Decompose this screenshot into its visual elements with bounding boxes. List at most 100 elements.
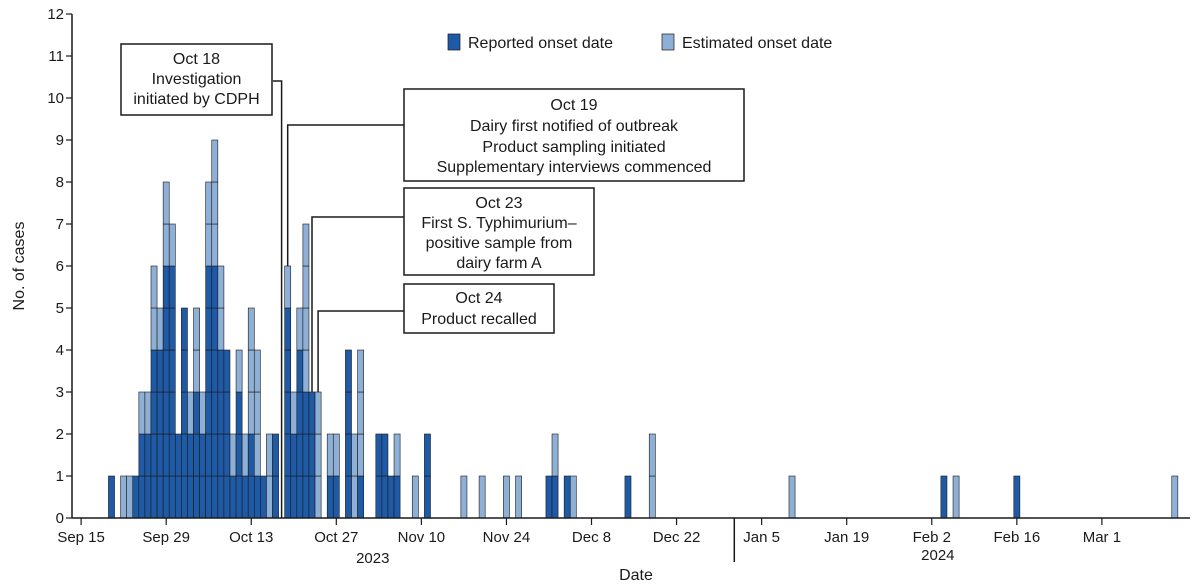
x-tick-label: Feb 2 <box>913 529 951 546</box>
bar-segment-reported <box>205 349 213 393</box>
annotation-oct24: Oct 24 Product recalled <box>317 283 555 392</box>
bar-segment-reported <box>235 433 243 477</box>
bar-day-2024-02-16 <box>1013 475 1021 519</box>
annotation-oct19-line-3: Product sampling initiated <box>482 139 665 156</box>
bar-segment-estimated <box>648 433 656 477</box>
bar-day-2023-11-20 <box>478 475 486 519</box>
bar-day-2023-09-29 <box>162 181 170 519</box>
bar-segment-estimated <box>211 223 219 267</box>
bar-segment-reported <box>217 433 225 477</box>
y-tick-label: 11 <box>48 48 64 65</box>
annotation-oct18-line-2: Investigation <box>152 71 242 88</box>
bar-day-2023-10-09 <box>223 349 231 519</box>
bar-segment-estimated <box>138 391 146 435</box>
bar-segment-reported <box>375 433 383 477</box>
bar-segment-reported <box>181 391 188 435</box>
bar-segment-reported <box>174 433 182 477</box>
bar-day-2023-10-21 <box>296 307 304 519</box>
x-tick-label: Mar 1 <box>1083 529 1121 546</box>
bar-segment-reported <box>1013 475 1021 519</box>
bar-segment-reported <box>156 433 164 477</box>
bar-segment-reported <box>108 475 115 519</box>
x-tick-label: Oct 27 <box>314 529 358 546</box>
bar-day-2023-10-15 <box>260 475 267 519</box>
bar-day-2023-11-11 <box>424 433 431 519</box>
y-axis-title: No. of cases <box>11 222 28 311</box>
y-tick-label: 12 <box>47 6 64 23</box>
legend-item-estimated: Estimated onset date <box>661 33 832 52</box>
bar-segment-estimated <box>302 307 310 351</box>
bar-day-2023-11-17 <box>460 475 468 519</box>
bar-segment-estimated <box>332 433 340 477</box>
bar-segment-reported <box>211 307 219 351</box>
bar-segment-reported <box>205 433 213 477</box>
bar-segment-reported <box>940 475 948 519</box>
bar-segment-reported <box>132 475 140 519</box>
bar-segment-estimated <box>411 475 419 519</box>
annotation-oct18-line-3: initiated by CDPH <box>133 91 259 108</box>
bar-segment-reported <box>387 475 395 519</box>
bar-segment-reported <box>393 475 401 519</box>
bar-segment-reported <box>284 433 292 477</box>
bar-day-2023-09-28 <box>156 307 164 519</box>
bar-day-2023-10-04 <box>193 307 200 519</box>
bar-segment-reported <box>272 475 279 519</box>
bar-segment-reported <box>217 349 225 393</box>
annotation-oct24-line-2: Product recalled <box>421 311 537 328</box>
x-tick-label: Sep 15 <box>57 529 105 546</box>
bar-segment-reported <box>187 475 194 519</box>
bar-day-2023-10-24 <box>314 391 322 519</box>
year-label-2024: 2024 <box>921 547 954 564</box>
bar-day-2023-11-04 <box>381 433 389 519</box>
bar-segment-reported <box>284 475 292 519</box>
bar-segment-estimated <box>247 349 255 393</box>
bar-day-2023-09-22 <box>120 475 127 519</box>
bar-segment-reported <box>290 475 298 519</box>
y-tick-label: 7 <box>56 216 64 233</box>
bar-segment-reported <box>624 475 632 519</box>
bar-segment-reported <box>144 475 152 519</box>
bar-day-2023-09-23 <box>126 475 134 519</box>
bar-day-2023-10-27 <box>332 433 340 519</box>
bar-segment-reported <box>150 391 158 435</box>
annotation-oct24-leader <box>317 310 404 392</box>
bar-segment-reported <box>217 475 225 519</box>
bar-segment-estimated <box>168 223 176 267</box>
annotations: Oct 18 Investigation initiated by CDPH O… <box>120 43 745 518</box>
annotation-oct18-leader <box>273 80 283 518</box>
bar-segment-estimated <box>478 475 486 519</box>
bar-segment-reported <box>284 307 292 351</box>
bar-segment-estimated <box>150 265 158 309</box>
bar-segment-reported <box>345 433 352 477</box>
bar-day-2023-10-14 <box>253 349 261 519</box>
bar-day-2023-10-23 <box>308 391 316 519</box>
bar-segment-reported <box>150 475 158 519</box>
bar-segment-reported <box>181 475 188 519</box>
bar-day-2023-09-24 <box>132 475 140 519</box>
y-tick-label: 10 <box>47 90 64 107</box>
bar-day-2023-10-01 <box>174 433 182 519</box>
bar-day-2023-12-05 <box>569 475 577 519</box>
bar-segment-reported <box>211 265 219 309</box>
bar-segment-reported <box>302 433 310 477</box>
annotation-oct18-box <box>120 43 273 116</box>
bar-day-2024-03-13 <box>1171 475 1179 519</box>
bar-segment-estimated <box>144 391 152 435</box>
bar-segment-reported <box>381 433 389 477</box>
bar-segment-reported <box>181 349 188 393</box>
y-tick-label: 9 <box>56 132 64 149</box>
bar-day-2023-10-12 <box>241 433 249 519</box>
x-tick-label: Nov 24 <box>483 529 531 546</box>
x-tick-label: Feb 16 <box>993 529 1040 546</box>
bar-segment-reported <box>162 349 170 393</box>
bar-segment-reported <box>193 433 200 477</box>
annotation-oct19-line-4: Supplementary interviews commenced <box>437 159 712 176</box>
bar-segment-reported <box>345 349 352 393</box>
annotation-oct24-box <box>403 283 555 334</box>
bar-segment-reported <box>357 475 364 519</box>
bar-day-2023-12-04 <box>563 475 571 519</box>
bar-segment-estimated <box>393 433 401 477</box>
bar-day-2023-12-18 <box>648 433 656 519</box>
bar-segment-estimated <box>247 307 255 351</box>
